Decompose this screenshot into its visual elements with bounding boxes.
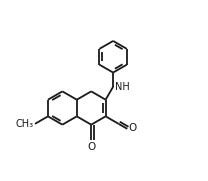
Text: NH: NH <box>115 82 130 92</box>
Text: CH₃: CH₃ <box>16 119 34 129</box>
Text: O: O <box>129 123 137 133</box>
Text: O: O <box>87 142 95 152</box>
